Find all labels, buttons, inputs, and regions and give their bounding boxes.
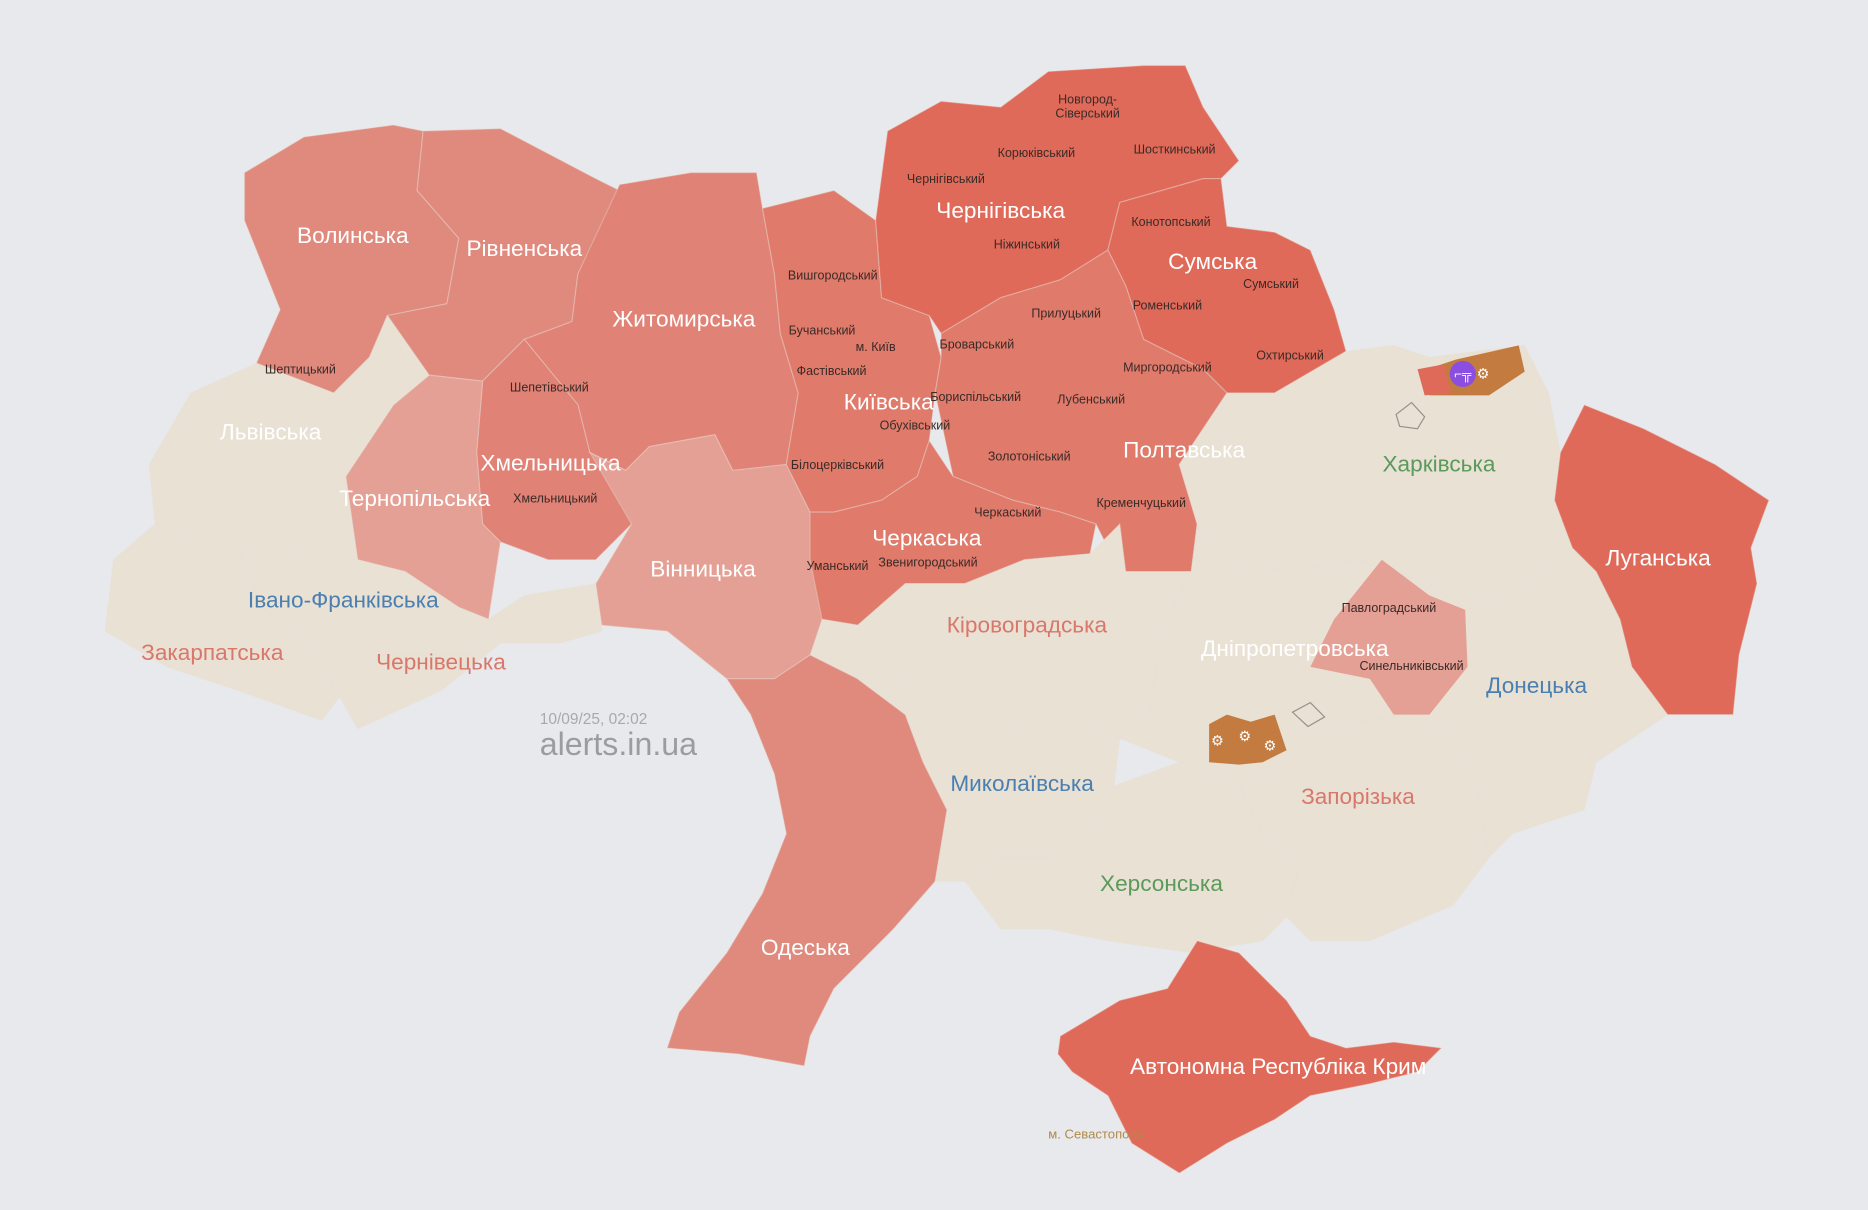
artillery-icon[interactable]: ⚙ [1477,367,1490,383]
district-label: Новгород- [1058,92,1117,106]
region-label-lviv: Львівська [220,419,322,444]
district-label: Бучанський [789,323,856,337]
region-label-chernihiv: Чернігівська [936,198,1065,223]
artillery-icon[interactable]: ⚙ [1263,738,1276,754]
district-label: Звенигородський [878,556,977,570]
region-cherkasy[interactable] [809,439,1097,626]
district-label: Ніжинський [994,238,1060,252]
region-luhansk[interactable] [1553,404,1770,716]
watermark-site[interactable]: alerts.in.ua [540,726,697,762]
district-label: Конотопський [1131,215,1210,229]
watermark-timestamp: 10/09/25, 02:02 [540,711,648,728]
district-label: Золотоніський [988,450,1071,464]
region-label-kharkiv: Харківська [1382,452,1495,477]
district-label: Охтирський [1256,348,1324,362]
region-label-zakarpattia: Закарпатська [141,640,284,665]
district-label: Лубенський [1057,392,1125,406]
region-donetsk[interactable] [1446,547,1669,859]
region-pavlohrad-alert[interactable] [1310,559,1468,715]
region-label-kirovohrad: Кіровоградська [947,612,1108,637]
district-label: Прилуцький [1031,307,1101,321]
region-label-odesa: Одеська [761,935,850,960]
region-label-zaporizhzhia: Запорізька [1301,784,1415,809]
region-label-zhytomyr: Житомирська [612,306,755,331]
district-label: Білоцерківський [791,458,884,472]
region-occupied-zaporizhzhia[interactable] [1209,714,1287,765]
district-label: Шосткинський [1134,142,1216,156]
region-label-luhansk: Луганська [1605,546,1711,571]
district-label: Корюківський [998,146,1076,160]
rifle-glyph: ⌐╦ [1454,367,1472,384]
region-odesa[interactable] [666,654,948,1067]
region-label-kyiv: Київська [844,390,934,415]
region-label-mykolaiv: Миколаївська [950,771,1094,796]
district-label: Шепетівський [510,381,589,395]
district-label: Бориспільський [930,390,1021,404]
region-label-ternopil: Тернопільська [339,486,490,511]
artillery-icon[interactable]: ⚙ [1211,734,1224,750]
district-label: м. Київ [856,340,896,354]
region-label-rivne: Рівненська [466,236,582,261]
artillery-icon[interactable]: ⚙ [1238,729,1251,745]
district-label: Чернігівський [907,172,985,186]
sevastopol-label: м. Севастополь [1048,1127,1144,1142]
region-alert-kharkiv-border[interactable] [1417,364,1451,396]
region-label-ivano-frankivsk: Івано-Франківська [248,587,439,612]
district-label: Миргородський [1123,360,1212,374]
district-label: Вишгородський [788,269,878,283]
region-chernivtsi[interactable] [338,582,603,730]
region-label-crimea: Автономна Республіка Крим [1130,1054,1426,1079]
district-label: Сумський [1243,277,1299,291]
region-label-donetsk: Донецька [1486,673,1587,698]
district-label: Обухівський [880,419,951,433]
district-label: Фастівський [797,364,867,378]
district-label: Роменський [1133,298,1202,312]
district-label: Шептицький [265,363,336,377]
region-crimea[interactable] [1057,940,1443,1174]
region-label-sumy: Сумська [1168,249,1257,274]
district-label: Черкаський [974,506,1041,520]
district-label: Броварський [940,338,1015,352]
region-label-poltava: Полтавська [1123,437,1245,462]
region-label-dnipro: Дніпропетровська [1201,636,1389,661]
kharkiv-city-outline [1395,401,1426,430]
region-label-volyn: Волинська [297,223,409,248]
district-label: Павлоградський [1342,601,1437,615]
district-label: Кременчуцький [1096,496,1186,510]
district-label: Синельниківський [1360,659,1464,673]
district-label: Хмельницький [513,491,597,505]
district-label: Уманський [807,559,869,573]
region-label-kherson: Херсонська [1100,871,1223,896]
region-label-chernivtsi: Чернівецька [376,649,506,674]
region-label-vinnytsia: Вінницька [650,556,756,581]
district-label: Сіверський [1055,107,1119,121]
zaporizhzhia-city-outline [1291,701,1326,728]
rifle-icon[interactable] [1449,360,1476,388]
region-label-cherkasy: Черкаська [872,525,982,550]
region-label-khmelnytskyi: Хмельницька [480,450,621,475]
